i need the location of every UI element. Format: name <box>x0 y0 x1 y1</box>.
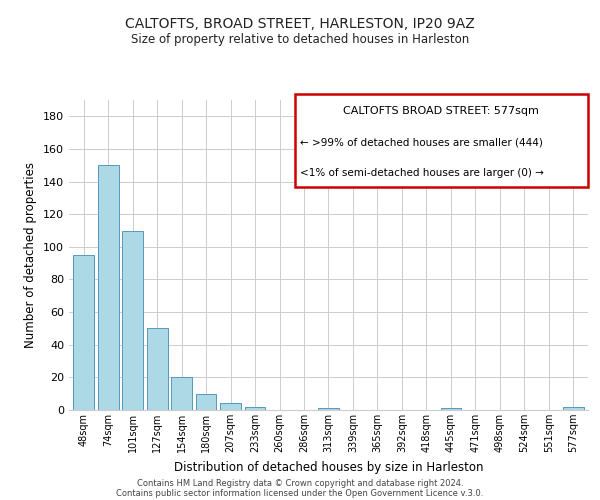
Text: <1% of semi-detached houses are larger (0) →: <1% of semi-detached houses are larger (… <box>300 168 544 178</box>
Text: CALTOFTS, BROAD STREET, HARLESTON, IP20 9AZ: CALTOFTS, BROAD STREET, HARLESTON, IP20 … <box>125 18 475 32</box>
Text: Contains public sector information licensed under the Open Government Licence v.: Contains public sector information licen… <box>116 488 484 498</box>
Text: Size of property relative to detached houses in Harleston: Size of property relative to detached ho… <box>131 32 469 46</box>
Bar <box>98 166 119 410</box>
Bar <box>245 406 265 410</box>
Text: Contains HM Land Registry data © Crown copyright and database right 2024.: Contains HM Land Registry data © Crown c… <box>137 478 463 488</box>
Bar <box>196 394 217 410</box>
Y-axis label: Number of detached properties: Number of detached properties <box>25 162 37 348</box>
Bar <box>73 255 94 410</box>
X-axis label: Distribution of detached houses by size in Harleston: Distribution of detached houses by size … <box>174 460 483 473</box>
Text: ← >99% of detached houses are smaller (444): ← >99% of detached houses are smaller (4… <box>300 137 543 147</box>
Bar <box>563 406 584 410</box>
Bar <box>171 378 192 410</box>
Bar <box>220 404 241 410</box>
Text: CALTOFTS BROAD STREET: 577sqm: CALTOFTS BROAD STREET: 577sqm <box>343 106 539 116</box>
Bar <box>318 408 339 410</box>
FancyBboxPatch shape <box>295 94 588 187</box>
Bar <box>440 408 461 410</box>
Bar <box>122 230 143 410</box>
Bar <box>147 328 167 410</box>
